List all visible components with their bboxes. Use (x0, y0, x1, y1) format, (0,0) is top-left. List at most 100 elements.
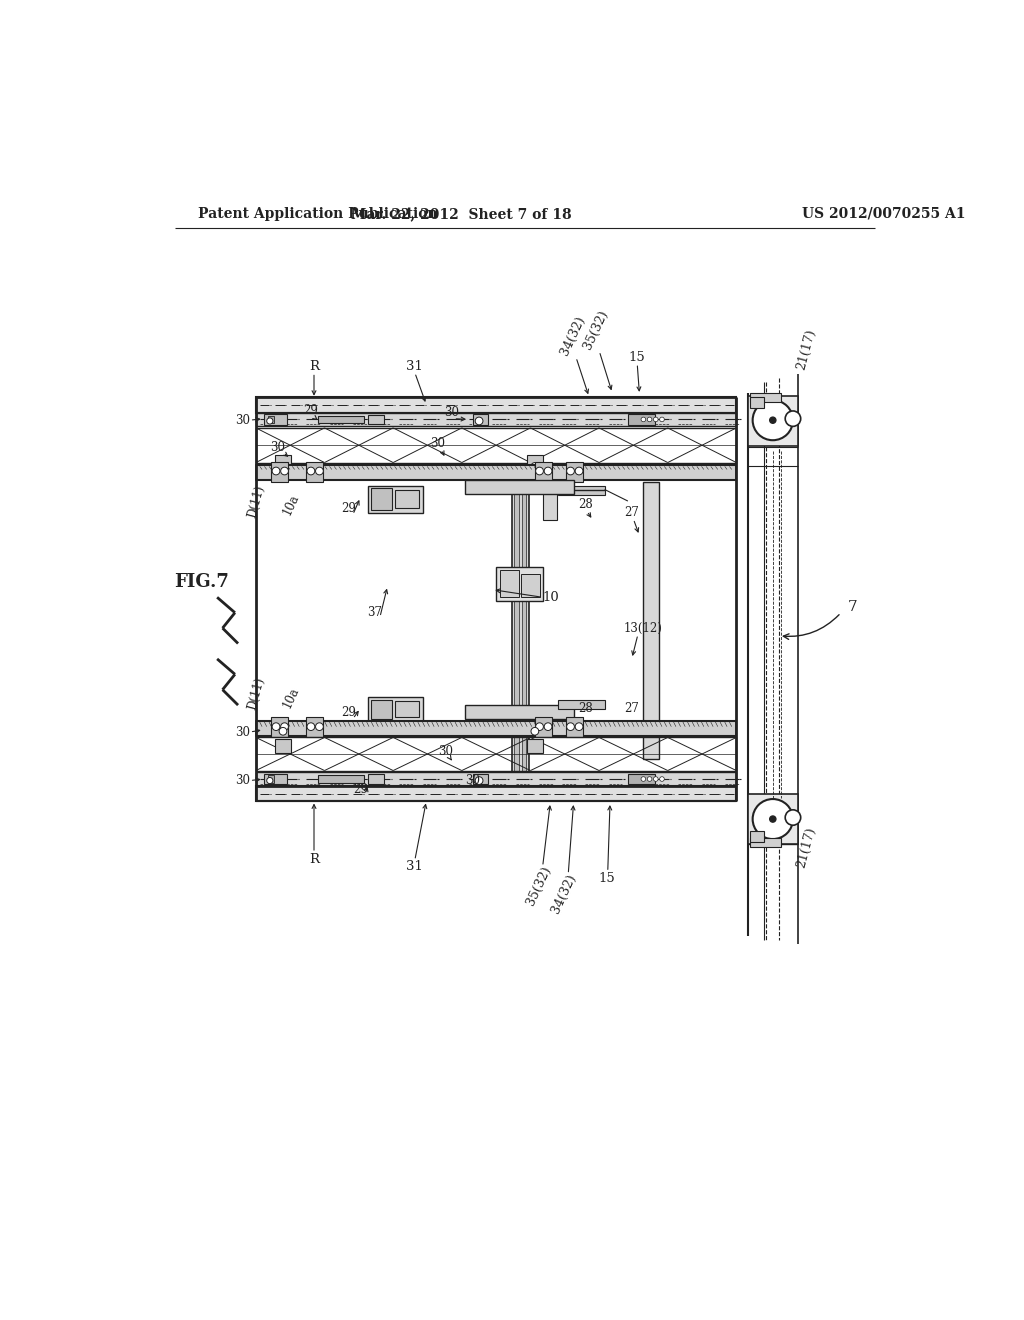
Circle shape (272, 467, 280, 475)
Bar (473, 414, 488, 425)
Text: 13(12): 13(12) (624, 622, 663, 635)
Bar (750, 397, 764, 408)
Circle shape (659, 776, 665, 781)
Text: US 2012/0070255 A1: US 2012/0070255 A1 (802, 207, 966, 220)
Text: 30: 30 (438, 744, 454, 758)
Bar (395, 701, 419, 717)
Bar (748, 396, 799, 446)
Bar (317, 775, 365, 783)
Bar (369, 697, 423, 722)
Circle shape (770, 816, 776, 822)
Text: 7: 7 (848, 601, 857, 614)
Circle shape (753, 400, 793, 441)
Text: 35(32): 35(32) (524, 865, 553, 908)
Circle shape (647, 776, 652, 781)
Bar (521, 482, 526, 771)
Bar (535, 718, 552, 738)
Text: 27: 27 (625, 506, 639, 519)
Circle shape (785, 809, 801, 825)
Bar (369, 486, 423, 512)
Bar (395, 490, 419, 508)
Bar (514, 482, 518, 771)
Circle shape (307, 467, 314, 475)
Circle shape (770, 417, 776, 424)
Circle shape (653, 776, 658, 781)
Text: 30: 30 (270, 441, 285, 454)
Text: 10a: 10a (281, 492, 301, 517)
Bar (643, 482, 658, 759)
Text: 28: 28 (578, 702, 593, 715)
Text: 29: 29 (353, 783, 368, 796)
Bar (306, 718, 324, 738)
Text: D(11): D(11) (246, 483, 266, 519)
Bar (369, 414, 384, 424)
Circle shape (315, 467, 324, 475)
Bar (271, 718, 289, 738)
Bar (500, 570, 519, 597)
Circle shape (315, 723, 324, 730)
Bar (256, 721, 736, 737)
Text: 15: 15 (599, 871, 615, 884)
Bar (256, 428, 736, 462)
Circle shape (475, 776, 483, 784)
Circle shape (531, 462, 539, 470)
Bar (558, 486, 604, 495)
Circle shape (653, 417, 658, 422)
Text: 30: 30 (430, 437, 445, 450)
Circle shape (566, 467, 574, 475)
Circle shape (575, 467, 583, 475)
Text: 30: 30 (236, 726, 250, 739)
Bar (256, 785, 736, 801)
Circle shape (536, 723, 544, 730)
Text: Patent Application Publication: Patent Application Publication (198, 207, 437, 220)
Bar (750, 837, 780, 847)
Text: 31: 31 (407, 861, 423, 874)
Text: 37: 37 (367, 606, 382, 619)
Bar (369, 775, 384, 784)
Bar (473, 774, 488, 784)
Circle shape (647, 417, 652, 422)
Bar (465, 480, 573, 494)
Text: 29: 29 (303, 404, 317, 417)
Bar (558, 700, 604, 709)
Bar (271, 462, 289, 482)
Bar (750, 832, 764, 842)
Text: 30: 30 (465, 774, 480, 787)
Text: 28: 28 (578, 499, 593, 511)
Circle shape (266, 777, 273, 784)
Bar (263, 414, 287, 425)
Text: 30: 30 (236, 413, 250, 426)
Bar (521, 574, 541, 597)
Bar (535, 462, 552, 482)
Circle shape (281, 467, 289, 475)
Circle shape (641, 776, 646, 781)
Bar (496, 566, 543, 601)
Bar (543, 482, 557, 520)
Bar (465, 705, 573, 719)
Text: 34(32): 34(32) (549, 873, 579, 915)
Circle shape (544, 723, 552, 730)
Circle shape (641, 417, 646, 422)
Text: 34(32): 34(32) (558, 314, 588, 358)
Bar (566, 718, 583, 738)
Circle shape (536, 467, 544, 475)
Text: 29: 29 (341, 502, 356, 515)
Bar (306, 462, 324, 482)
Bar (256, 738, 736, 771)
Bar (256, 772, 736, 785)
Bar (628, 774, 655, 784)
Circle shape (566, 723, 574, 730)
Bar (527, 739, 543, 752)
Bar (512, 480, 528, 772)
Text: R: R (309, 853, 319, 866)
Text: FIG.7: FIG.7 (174, 573, 229, 591)
Circle shape (266, 418, 273, 424)
Circle shape (544, 467, 552, 475)
Bar (256, 412, 736, 426)
Bar (275, 739, 291, 752)
Text: R: R (309, 360, 319, 372)
Circle shape (272, 723, 280, 730)
Text: 35(32): 35(32) (581, 308, 610, 351)
Text: 21(17): 21(17) (795, 327, 818, 371)
Bar (566, 462, 583, 482)
